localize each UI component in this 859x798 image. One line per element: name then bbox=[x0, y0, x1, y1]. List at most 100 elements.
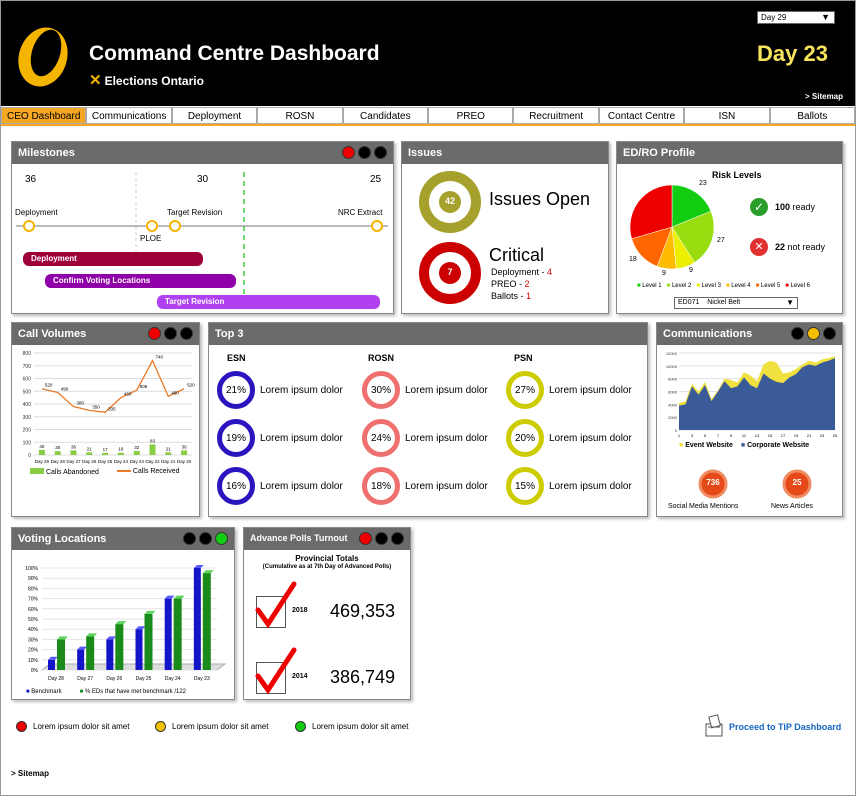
benchmark-bar bbox=[106, 639, 114, 670]
voting-header: Voting Locations bbox=[12, 528, 234, 550]
pie-label: 9 bbox=[662, 270, 666, 277]
x-tick-label: Day 20 bbox=[177, 459, 192, 464]
critical-row: Ballots - 1 bbox=[491, 291, 532, 301]
legend-item: ■ Level 5 bbox=[755, 283, 781, 289]
met-benchmark-bar bbox=[115, 624, 124, 670]
x-tick-label: Day 24 bbox=[114, 459, 129, 464]
column-heading: ROSN bbox=[368, 353, 395, 363]
x-tick-label: 7 bbox=[717, 433, 720, 438]
pie-slice bbox=[671, 210, 715, 263]
social-label: Social Media Mentions bbox=[668, 503, 739, 510]
tab-recruitment[interactable]: Recruitment bbox=[513, 107, 599, 124]
edro-header: ED/RO Profile bbox=[617, 142, 842, 164]
district-select[interactable]: ED071 Nickel Belt ▼ bbox=[674, 297, 798, 309]
risk-pie-chart bbox=[629, 184, 715, 270]
y-tick-label: 30% bbox=[28, 637, 39, 643]
top3-header: Top 3 bbox=[209, 323, 647, 345]
benchmark-bar bbox=[164, 598, 172, 670]
tab-rosn[interactable]: ROSN bbox=[257, 107, 343, 124]
legend-item-yellow: Lorem ipsum dolor sit amet bbox=[155, 721, 268, 732]
benchmark-bar-top bbox=[48, 656, 58, 660]
critical-row: Deployment - 4 bbox=[491, 267, 553, 277]
tab-isn[interactable]: ISN bbox=[684, 107, 770, 124]
legend-item-green: Lorem ipsum dolor sit amet bbox=[295, 721, 408, 732]
issues-open-count: 42 bbox=[444, 196, 455, 206]
sitemap-link-bottom[interactable]: > Sitemap bbox=[11, 769, 50, 778]
pie-slice bbox=[629, 184, 673, 240]
voting-locations-panel: Voting Locations 100% 90% 80% 70% 60% 50% 40% 3… bbox=[11, 527, 235, 700]
milestone-marker bbox=[23, 220, 35, 232]
sitemap-link-top[interactable]: > Sitemap bbox=[805, 92, 844, 101]
off-light-icon bbox=[199, 532, 212, 545]
poll-total: 469,353 bbox=[330, 601, 396, 621]
tip-dashboard-link[interactable]: Proceed to TiP Dashboard bbox=[729, 722, 842, 732]
call-volumes-chart: 800 700 600 500 400 300 200 100 0 40 30 36 21 17 18 32 8… bbox=[23, 351, 195, 464]
abandoned-data-label: 36 bbox=[71, 444, 77, 449]
abandoned-bar bbox=[86, 452, 93, 455]
day-select[interactable]: Day 29 ▼ bbox=[757, 11, 835, 24]
tab-preo[interactable]: PREO bbox=[428, 107, 514, 124]
received-data-label: 335 bbox=[108, 406, 116, 411]
x-tick-label: 21 bbox=[807, 433, 812, 438]
list-item: 24% Lorem ipsum dolor bbox=[362, 419, 488, 457]
milestone-count: 36 bbox=[25, 174, 37, 185]
critical-count: 7 bbox=[447, 267, 453, 277]
issues-panel: Issues 42 Issues Open 7 Critical Deploym… bbox=[401, 141, 609, 314]
abandoned-bar bbox=[102, 452, 109, 455]
poll-year: 2018 bbox=[292, 607, 308, 614]
red-light-icon bbox=[148, 327, 161, 340]
list-item: 20% Lorem ipsum dolor bbox=[506, 419, 632, 457]
chevron-down-icon: ▼ bbox=[821, 12, 830, 22]
met-benchmark-bar-top bbox=[115, 621, 127, 625]
abandoned-bar bbox=[133, 450, 140, 455]
off-light-icon bbox=[180, 327, 193, 340]
list-item: 18% Lorem ipsum dolor bbox=[362, 467, 488, 505]
issues-header: Issues bbox=[402, 142, 608, 164]
x-tick-label: Day 27 bbox=[66, 459, 81, 464]
benchmark-bar-top bbox=[193, 565, 204, 568]
checkmark-icon bbox=[255, 647, 297, 694]
abandoned-data-label: 21 bbox=[87, 446, 93, 451]
abandoned-bar bbox=[117, 452, 124, 455]
news-ring bbox=[782, 469, 812, 499]
x-tick-label: 9 bbox=[730, 433, 733, 438]
off-light-icon bbox=[823, 327, 836, 340]
y-tick-label: 700 bbox=[23, 364, 32, 370]
x-tick-label: 1 bbox=[678, 433, 681, 438]
x-tick-label: 19 bbox=[794, 433, 799, 438]
y-tick-label: 800 bbox=[23, 351, 32, 357]
x-tick-label: Day 21 bbox=[161, 459, 176, 464]
page-title: Command Centre Dashboard bbox=[89, 42, 380, 65]
tab-communications[interactable]: Communications bbox=[86, 107, 172, 124]
gantt-bar: Confirm Voting Locations bbox=[45, 274, 236, 288]
y-tick-label: 4000 bbox=[668, 402, 678, 407]
met-benchmark-bar bbox=[202, 573, 211, 670]
y-tick-label: 600 bbox=[23, 377, 32, 383]
met-benchmark-bar bbox=[173, 598, 182, 670]
y-tick-label: 8000 bbox=[668, 377, 678, 382]
y-tick-label: 300 bbox=[23, 415, 32, 421]
tab-deployment[interactable]: Deployment bbox=[171, 107, 258, 124]
tab-ballots[interactable]: Ballots bbox=[769, 107, 856, 124]
header: Command Centre Dashboard ✕ Elections Onta… bbox=[1, 1, 855, 106]
off-light-icon bbox=[358, 146, 371, 159]
marker-label: NRC Extract bbox=[338, 208, 383, 217]
list-item: 15% Lorem ipsum dolor bbox=[506, 467, 632, 505]
abandoned-data-label: 32 bbox=[134, 445, 140, 450]
y-tick-label: 2000 bbox=[668, 415, 678, 420]
legend-item: Calls Abandoned bbox=[30, 468, 99, 476]
current-day: Day 23 bbox=[757, 41, 828, 66]
legend-item-red: Lorem ipsum dolor sit amet bbox=[16, 721, 129, 732]
abandoned-bar bbox=[165, 452, 172, 455]
legend-item: ■ Level 2 bbox=[666, 283, 692, 289]
tab-contact-centre[interactable]: Contact Centre bbox=[598, 107, 685, 124]
tab-ceo-dashboard[interactable]: CEO Dashboard bbox=[1, 107, 87, 124]
gantt-bar: Deployment bbox=[23, 252, 203, 266]
list-item: 21% Lorem ipsum dolor bbox=[217, 371, 343, 409]
ballot-box-icon[interactable] bbox=[704, 714, 724, 738]
red-dot-icon bbox=[16, 721, 27, 732]
tab-candidates[interactable]: Candidates bbox=[342, 107, 429, 124]
off-light-icon bbox=[183, 532, 196, 545]
yellow-light-icon bbox=[807, 327, 820, 340]
